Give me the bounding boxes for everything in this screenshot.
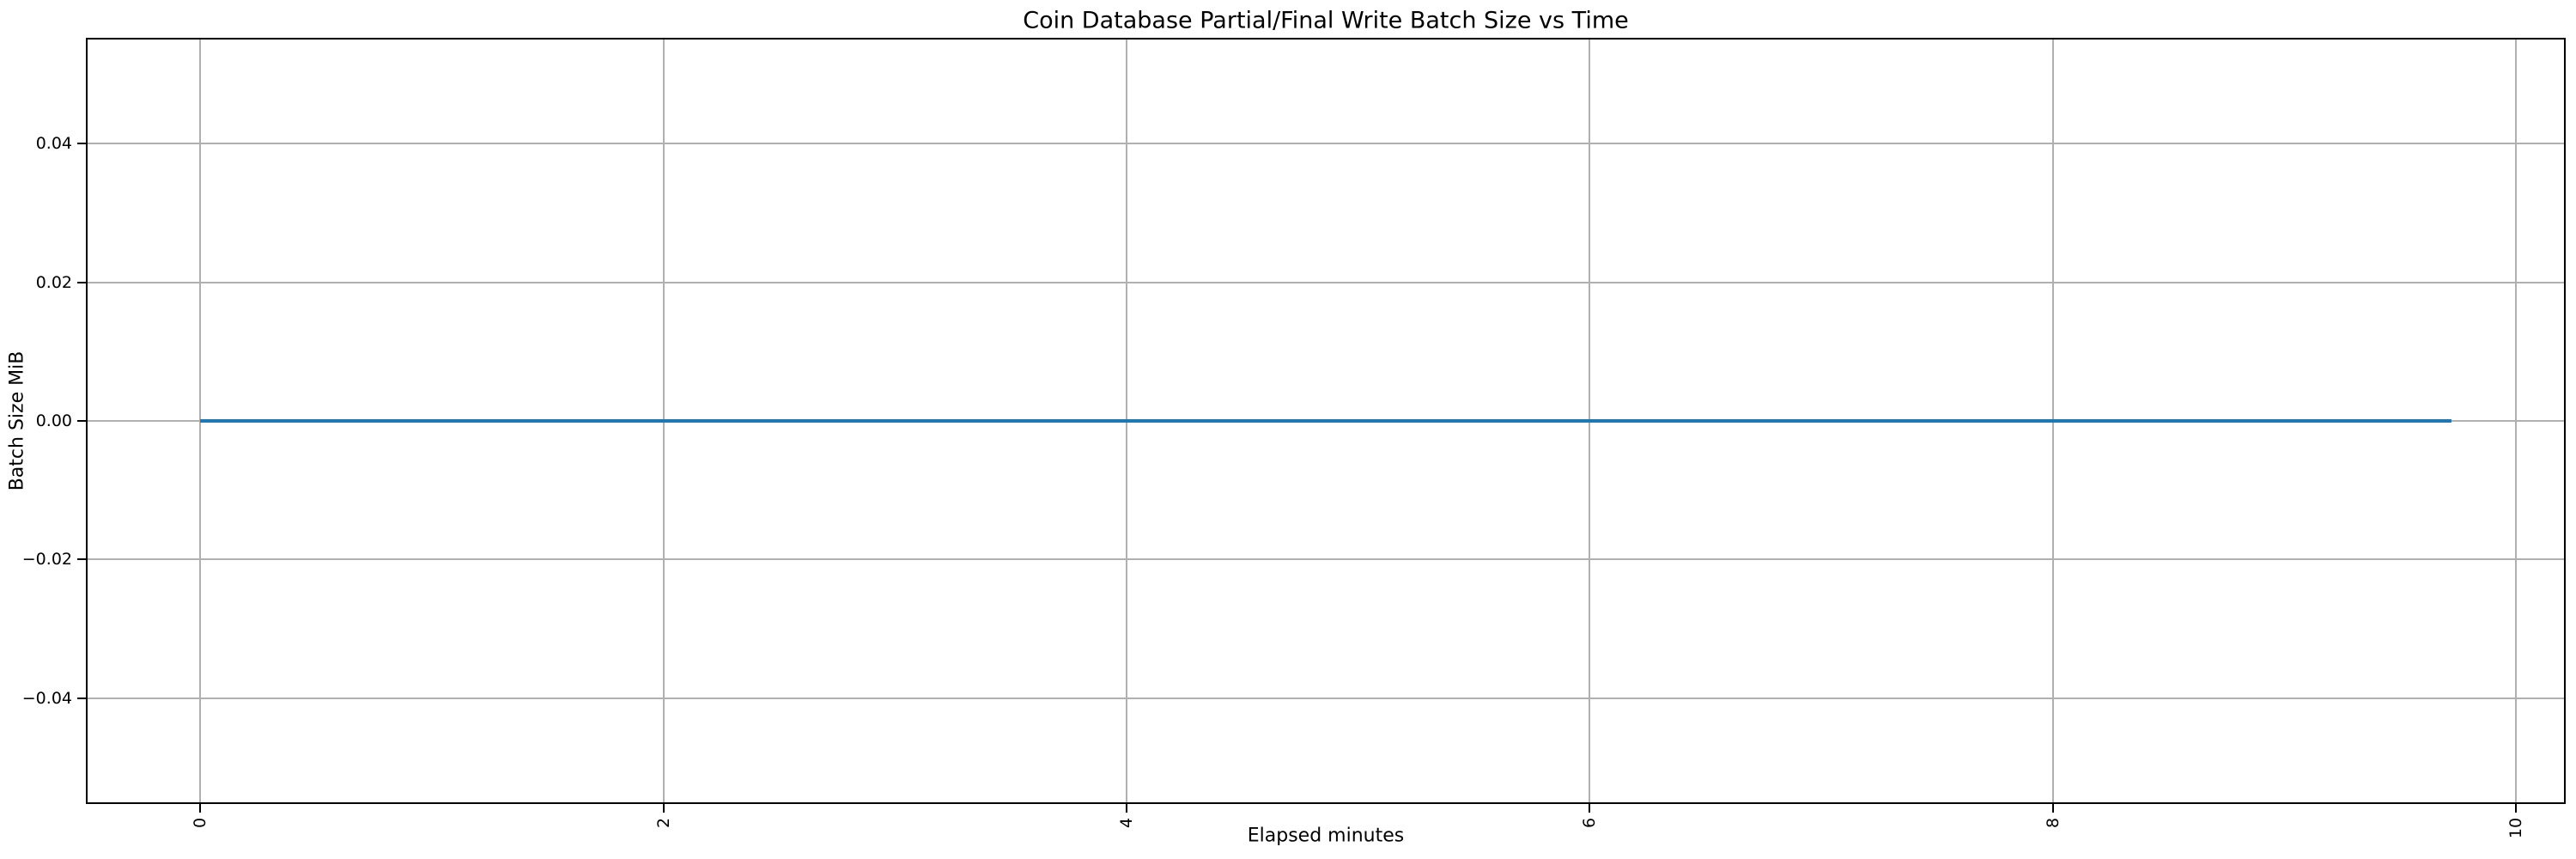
y-tick-mark [77,281,86,283]
x-tick-mark [199,804,202,813]
x-tick-label: 8 [2043,817,2063,829]
y-axis-label: Batch Size MiB [6,350,28,491]
y-gridline [88,558,2564,561]
x-tick-mark [662,804,665,813]
y-tick-mark [77,558,86,561]
y-tick-label: 0.00 [35,411,72,430]
x-tick-mark [2515,804,2518,813]
x-axis-label: Elapsed minutes [1247,825,1405,847]
x-tick-label: 2 [653,817,673,829]
y-tick-mark [77,420,86,422]
x-tick-mark [1126,804,1128,813]
series-layer [200,419,2451,423]
y-tick-label: −0.02 [21,550,72,570]
y-gridline [88,143,2564,145]
chart-title: Coin Database Partial/Final Write Batch … [1023,7,1629,34]
x-tick-label: 10 [2506,817,2526,839]
y-tick-mark [77,697,86,699]
y-tick-label: −0.04 [21,688,72,708]
y-gridline [88,697,2564,699]
x-tick-label: 4 [1117,817,1137,829]
x-tick-label: 6 [1580,817,1600,829]
y-tick-label: 0.04 [35,134,72,154]
y-tick-mark [77,143,86,145]
plot-area [88,40,2564,802]
x-tick-label: 0 [191,817,210,829]
y-tick-label: 0.02 [35,272,72,292]
x-tick-mark [2051,804,2054,813]
y-gridline [88,281,2564,283]
x-tick-mark [1589,804,1591,813]
